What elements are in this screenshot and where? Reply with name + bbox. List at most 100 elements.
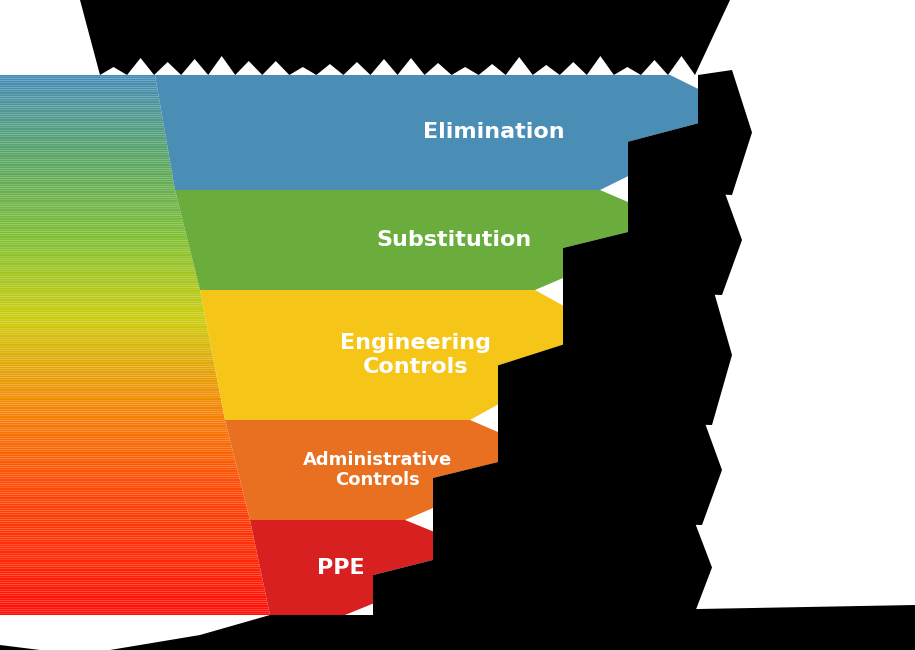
Polygon shape [0,212,181,214]
Polygon shape [0,453,233,455]
Polygon shape [0,100,160,102]
Polygon shape [0,154,169,156]
Polygon shape [0,496,244,498]
Polygon shape [0,81,156,82]
Polygon shape [563,185,742,295]
Polygon shape [0,613,270,615]
Polygon shape [0,210,180,212]
Polygon shape [0,532,253,534]
Polygon shape [0,261,193,262]
Polygon shape [0,142,167,144]
Polygon shape [628,70,752,195]
Polygon shape [0,257,192,259]
Polygon shape [0,292,201,294]
Polygon shape [0,503,246,505]
Polygon shape [0,489,242,491]
Polygon shape [0,125,164,127]
Polygon shape [0,363,214,365]
Polygon shape [0,95,159,97]
Polygon shape [0,228,185,230]
Polygon shape [0,298,202,300]
Polygon shape [0,408,223,410]
Polygon shape [0,455,234,456]
Polygon shape [0,361,214,363]
Polygon shape [0,558,258,559]
Polygon shape [0,304,203,306]
Polygon shape [0,231,186,233]
Polygon shape [0,525,252,526]
Polygon shape [0,0,730,75]
Polygon shape [0,465,237,467]
Polygon shape [0,214,181,215]
Polygon shape [0,151,168,152]
Polygon shape [0,478,240,480]
Polygon shape [0,365,215,367]
Polygon shape [0,367,215,369]
Polygon shape [0,500,245,502]
Polygon shape [0,131,165,133]
Polygon shape [0,88,157,90]
Polygon shape [0,561,259,563]
Polygon shape [0,559,259,561]
Polygon shape [0,136,166,138]
Polygon shape [0,190,176,192]
Polygon shape [0,549,256,550]
Polygon shape [0,306,203,307]
Polygon shape [0,324,207,325]
Polygon shape [0,579,263,581]
Polygon shape [0,116,163,118]
Polygon shape [0,316,205,318]
Polygon shape [0,336,210,338]
Polygon shape [0,338,210,339]
Polygon shape [0,207,179,208]
Polygon shape [0,320,206,322]
Polygon shape [0,566,260,568]
Polygon shape [0,291,200,292]
Polygon shape [0,449,232,451]
Polygon shape [0,432,229,433]
Polygon shape [0,259,192,261]
Polygon shape [0,79,156,81]
Polygon shape [0,198,178,199]
Polygon shape [0,104,160,105]
Polygon shape [0,540,254,541]
Polygon shape [0,484,242,486]
Polygon shape [0,350,212,352]
Polygon shape [0,444,231,446]
Polygon shape [0,332,209,334]
Polygon shape [0,359,214,361]
Polygon shape [0,188,175,190]
Polygon shape [0,530,253,532]
Polygon shape [0,237,188,239]
Polygon shape [0,424,227,426]
Polygon shape [0,246,189,248]
Polygon shape [0,610,269,612]
Polygon shape [155,75,698,190]
Polygon shape [0,268,195,269]
Text: Administrative
Controls: Administrative Controls [303,450,452,489]
Polygon shape [0,599,267,601]
Polygon shape [0,550,257,552]
Polygon shape [0,448,232,449]
Polygon shape [0,242,188,244]
Polygon shape [0,235,187,237]
Polygon shape [0,556,258,558]
Polygon shape [0,471,238,473]
Polygon shape [0,111,162,113]
Polygon shape [0,394,221,395]
Polygon shape [0,446,231,448]
Polygon shape [0,138,167,140]
Polygon shape [0,252,191,254]
Polygon shape [0,177,173,179]
Polygon shape [0,577,263,579]
Polygon shape [0,603,268,605]
Polygon shape [0,422,226,424]
Polygon shape [0,502,246,503]
Polygon shape [0,129,165,131]
Polygon shape [0,168,172,170]
Polygon shape [0,203,178,205]
Polygon shape [0,127,165,129]
Polygon shape [0,386,219,388]
Polygon shape [0,205,179,207]
Polygon shape [0,608,269,610]
